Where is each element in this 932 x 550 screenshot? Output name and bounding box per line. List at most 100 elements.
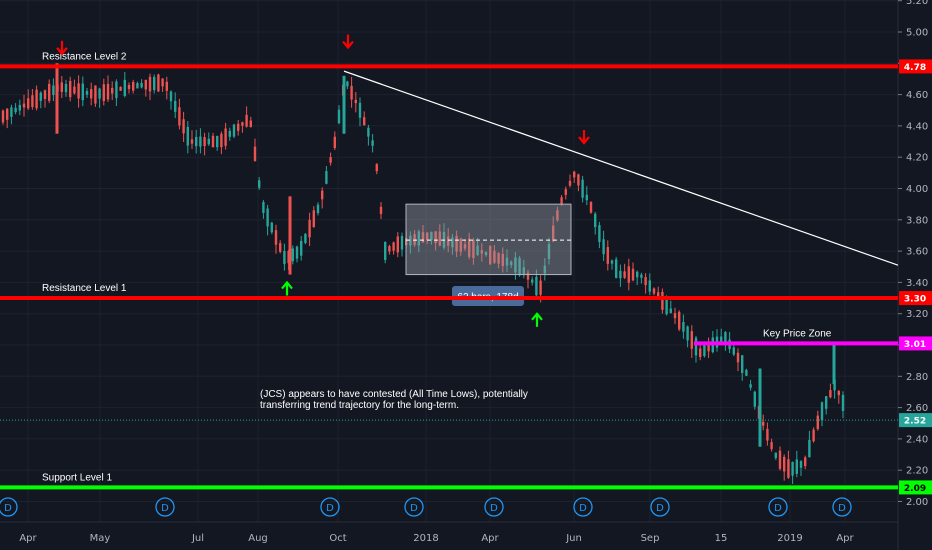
candle xyxy=(484,251,488,257)
candle xyxy=(115,79,118,106)
candle xyxy=(69,76,72,102)
x-tick-label: Apr xyxy=(836,533,854,544)
candle xyxy=(136,81,139,89)
candle xyxy=(274,224,278,254)
x-tick-label: May xyxy=(90,533,111,544)
candle-body xyxy=(363,117,366,126)
candle xyxy=(295,245,299,263)
candle xyxy=(774,452,777,461)
candle xyxy=(686,325,689,348)
price-tag-label: 4.78 xyxy=(904,63,926,73)
candle-body xyxy=(18,104,21,111)
candle-body xyxy=(354,99,357,104)
candle xyxy=(795,450,798,478)
candle-body xyxy=(64,84,68,93)
candle xyxy=(182,111,185,142)
level-label: Support Level 1 xyxy=(42,472,112,483)
candle-body xyxy=(472,240,475,259)
candle-body xyxy=(94,85,97,104)
candle xyxy=(413,230,416,248)
y-tick-label: 4.40 xyxy=(906,121,928,132)
candle-body xyxy=(703,344,706,357)
candle xyxy=(577,173,580,192)
level-label: Resistance Level 1 xyxy=(42,283,127,294)
candle-body xyxy=(329,157,332,163)
candle xyxy=(43,89,47,108)
candle-body xyxy=(283,251,286,264)
candle xyxy=(678,310,681,332)
candle xyxy=(690,325,693,358)
candle xyxy=(90,82,93,106)
candle xyxy=(518,255,521,277)
candle xyxy=(102,78,105,106)
candle-body xyxy=(661,291,664,310)
candle-body xyxy=(732,347,735,355)
dividend-circle xyxy=(320,497,340,517)
candle xyxy=(39,91,42,109)
candle-body xyxy=(741,355,744,373)
candle xyxy=(631,262,635,282)
candle xyxy=(820,401,824,427)
candle-body xyxy=(115,81,118,99)
candle-body xyxy=(10,107,13,117)
candle xyxy=(127,82,131,94)
candle xyxy=(778,446,782,471)
y-tick-label: 5.20 xyxy=(906,0,928,7)
candle xyxy=(31,88,34,110)
candle-body xyxy=(505,257,509,266)
candle xyxy=(501,247,504,273)
candle-body xyxy=(237,123,240,131)
candle-body xyxy=(766,428,769,441)
candle-body xyxy=(615,259,618,278)
candle-body xyxy=(127,85,131,89)
candle-body xyxy=(631,268,635,281)
level-resistance-level-2: Resistance Level 2 4.78 xyxy=(0,51,932,74)
candle-body xyxy=(300,240,303,256)
y-tick-label: 3.80 xyxy=(906,215,928,226)
candle xyxy=(148,73,152,101)
candle xyxy=(300,235,303,261)
candle-body xyxy=(762,421,765,426)
candle xyxy=(589,201,593,214)
candle-body xyxy=(77,83,80,99)
candle-body xyxy=(560,197,563,205)
candle-body xyxy=(316,204,320,214)
candle xyxy=(602,230,605,261)
candle xyxy=(615,256,618,279)
grid-lines xyxy=(0,0,898,522)
candle-body xyxy=(39,92,42,101)
candle xyxy=(304,233,307,245)
candle-body xyxy=(388,246,391,252)
y-tick-label: 4.20 xyxy=(906,153,928,164)
candle-body xyxy=(636,271,639,278)
candle-body xyxy=(758,368,762,447)
candle-body xyxy=(795,459,798,474)
x-tick-label: 2018 xyxy=(413,533,438,544)
dividend-marker: D xyxy=(650,497,670,517)
candle-body xyxy=(249,120,252,128)
candle xyxy=(144,79,147,97)
candle-body xyxy=(518,258,521,276)
candle-body xyxy=(476,245,479,256)
y-tick-label: 4.60 xyxy=(906,90,928,101)
candle xyxy=(682,314,685,339)
candle-body xyxy=(325,171,328,184)
candle xyxy=(724,331,727,351)
candle-body xyxy=(736,352,740,363)
candle xyxy=(232,123,236,139)
candle-body xyxy=(543,265,546,274)
candle-body xyxy=(358,102,362,118)
candle-body xyxy=(585,194,588,201)
candle-body xyxy=(745,369,748,376)
candle xyxy=(111,81,114,101)
y-tick-label: 4.00 xyxy=(906,184,928,195)
candle xyxy=(325,165,328,185)
candle xyxy=(363,111,366,126)
candle xyxy=(64,79,68,97)
candle-body xyxy=(770,442,773,450)
candle-body xyxy=(812,429,815,442)
candle-body xyxy=(480,250,483,254)
candle-body xyxy=(228,130,231,137)
